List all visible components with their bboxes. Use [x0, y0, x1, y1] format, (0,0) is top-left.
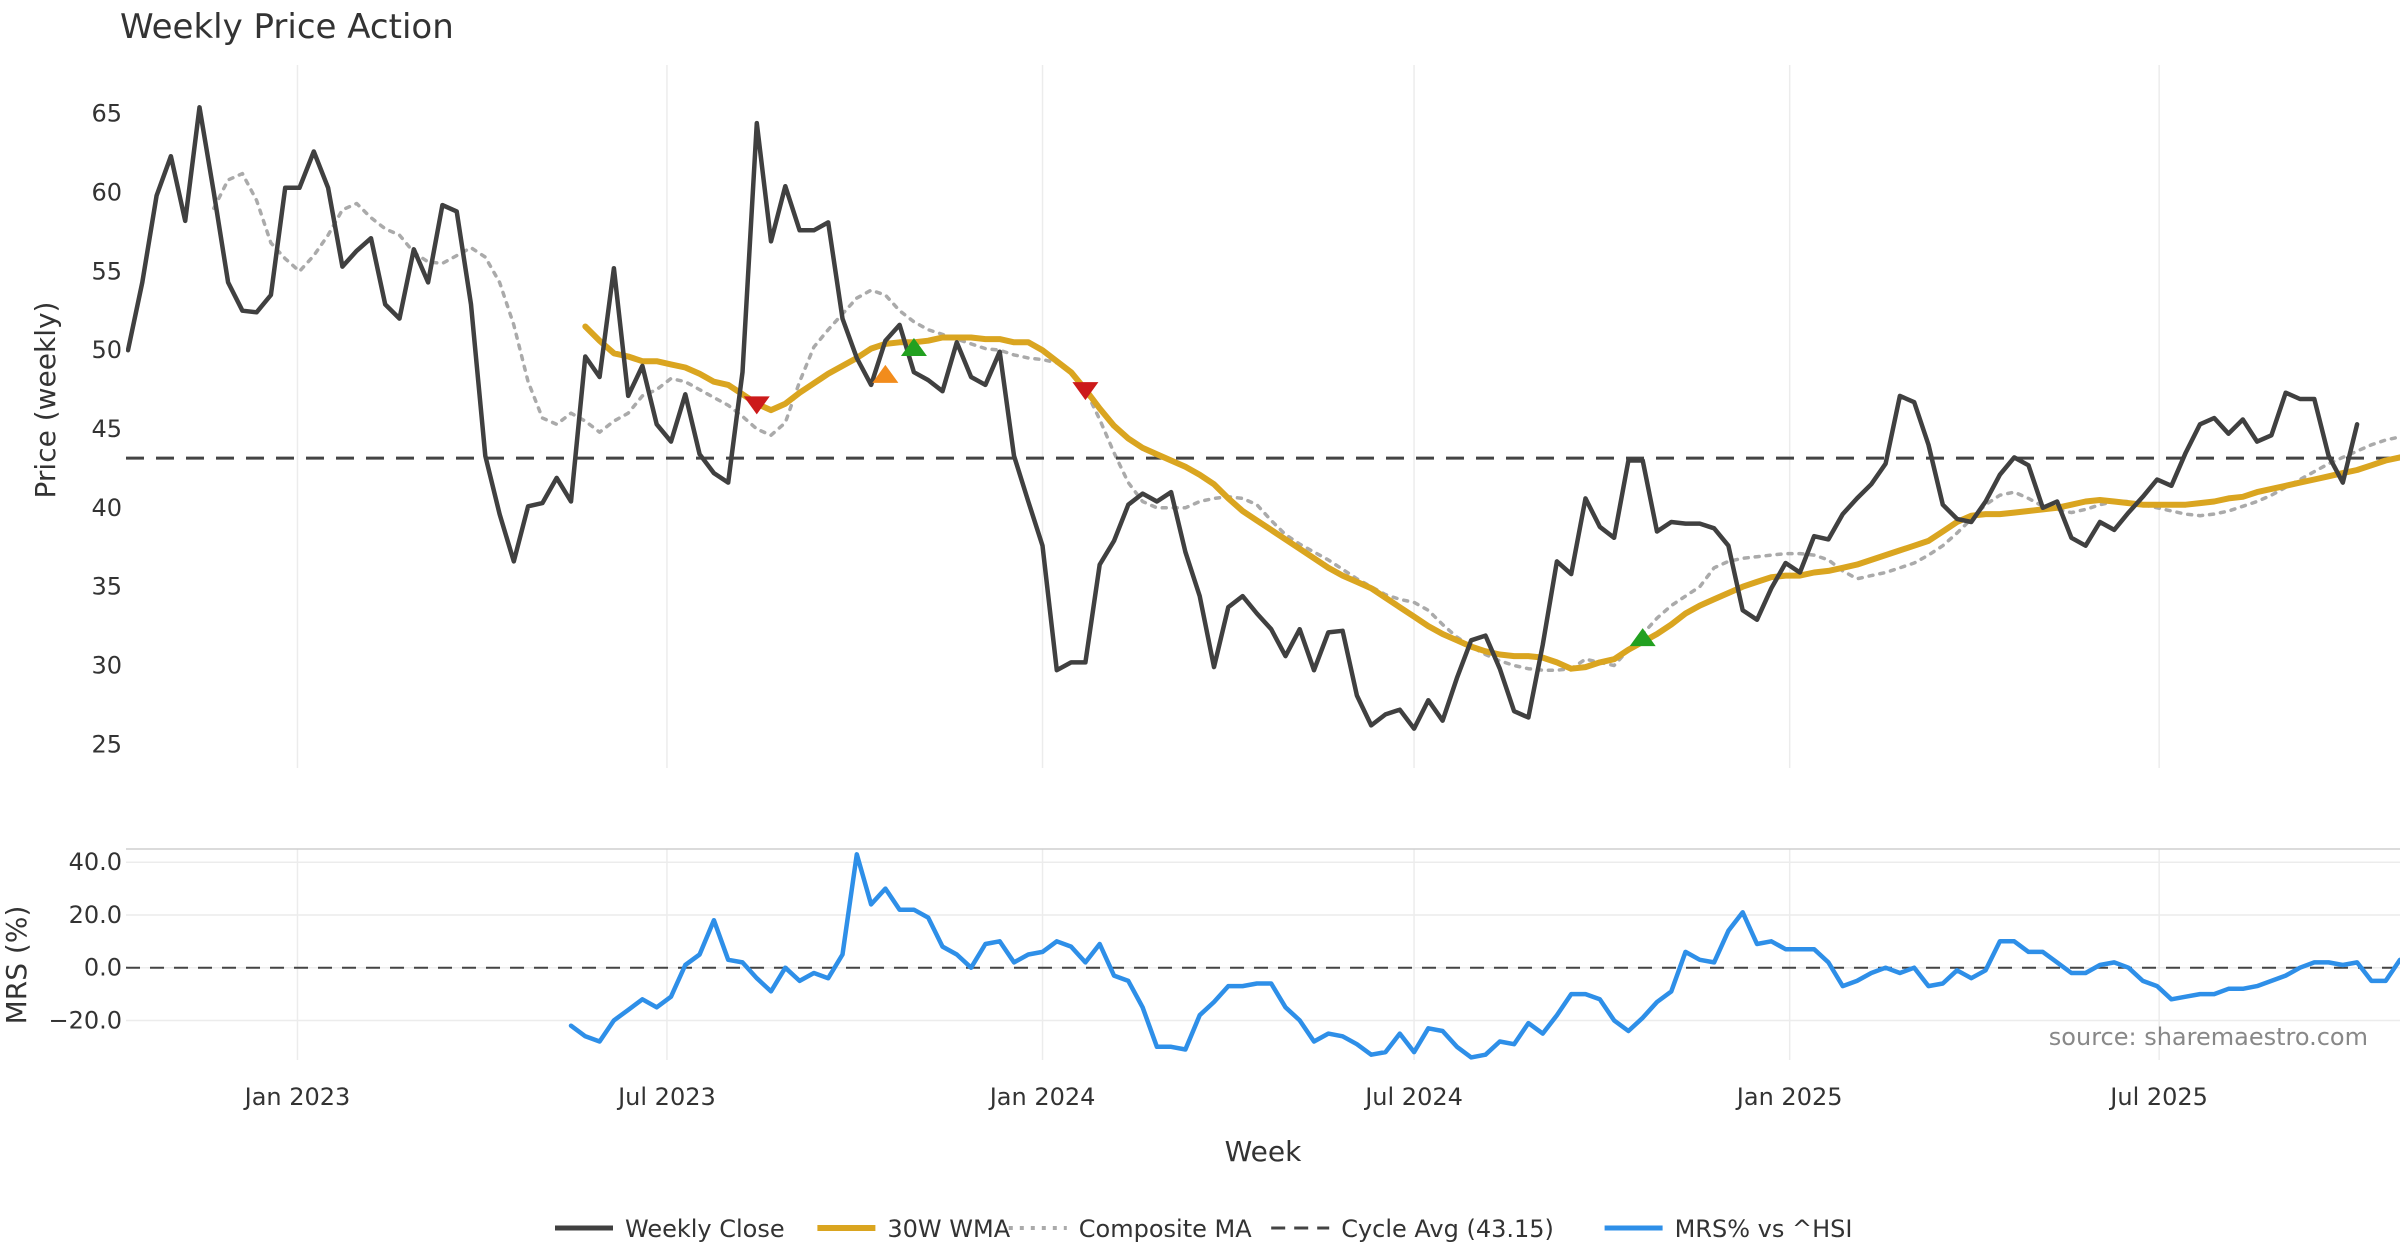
x-tick-label: Jan 2023	[243, 1083, 351, 1111]
legend-label: Weekly Close	[625, 1215, 785, 1243]
price-y-tick-label: 25	[91, 730, 122, 758]
price-y-tick-labels: 25 30 35 40 45 50 55 60 65	[91, 100, 122, 759]
mrs-y-tick-labels: 40.0 20.0 0.0 −20.0	[48, 848, 122, 1034]
price-y-tick-label: 35	[91, 573, 122, 601]
chart-title: Weekly Price Action	[120, 7, 454, 47]
legend-label: MRS% vs ^HSI	[1675, 1215, 1853, 1243]
mrs-y-tick-label: 0.0	[84, 954, 122, 982]
wma-30w-line	[582, 323, 2400, 672]
sell-signal-marker	[743, 396, 770, 415]
price-y-tick-label: 50	[91, 336, 122, 364]
mrs-panel-grid	[126, 849, 2400, 1060]
price-y-tick-label: 45	[91, 415, 122, 443]
legend: Weekly Close 30W WMA Composite MA Cycle Avg…	[555, 1215, 1852, 1243]
composite-ma-line	[212, 171, 2400, 672]
mrs-y-tick-label: 40.0	[69, 848, 122, 876]
mrs-y-tick-label: 20.0	[69, 901, 122, 929]
sell-signal-marker	[1072, 382, 1099, 401]
x-tick-label: Jul 2025	[2108, 1083, 2208, 1111]
series-layer	[126, 105, 2400, 1060]
buy-signal-marker	[1629, 628, 1656, 647]
price-y-axis-title: Price (weekly)	[29, 302, 62, 499]
legend-label: Composite MA	[1079, 1215, 1252, 1243]
legend-label: Cycle Avg (43.15)	[1341, 1215, 1554, 1243]
x-tick-label: Jan 2025	[1735, 1083, 1843, 1111]
source-note: source: sharemaestro.com	[2049, 1023, 2368, 1051]
price-y-tick-label: 55	[91, 257, 122, 285]
mrs-y-tick-label: −20.0	[48, 1006, 122, 1034]
mrs-line	[568, 852, 2400, 1060]
signal-markers	[743, 338, 1656, 647]
buy-signal-marker	[872, 364, 899, 383]
x-tick-labels: Jan 2023 Jul 2023 Jan 2024 Jul 2024 Jan 2025…	[243, 1083, 2208, 1111]
mrs-y-axis-title: MRS (%)	[0, 906, 33, 1025]
price-y-tick-label: 60	[91, 178, 122, 206]
price-panel-grid	[296, 65, 2160, 768]
x-tick-label: Jan 2024	[988, 1083, 1096, 1111]
weekly-close-line	[126, 105, 2360, 731]
buy-signal-marker	[900, 338, 927, 357]
price-y-tick-label: 65	[91, 100, 122, 128]
price-y-tick-label: 40	[91, 494, 122, 522]
legend-label: 30W WMA	[887, 1215, 1010, 1243]
price-y-tick-label: 30	[91, 652, 122, 680]
x-axis-title: Week	[1225, 1135, 1302, 1168]
x-tick-label: Jul 2024	[1363, 1083, 1463, 1111]
x-tick-label: Jul 2023	[616, 1083, 716, 1111]
